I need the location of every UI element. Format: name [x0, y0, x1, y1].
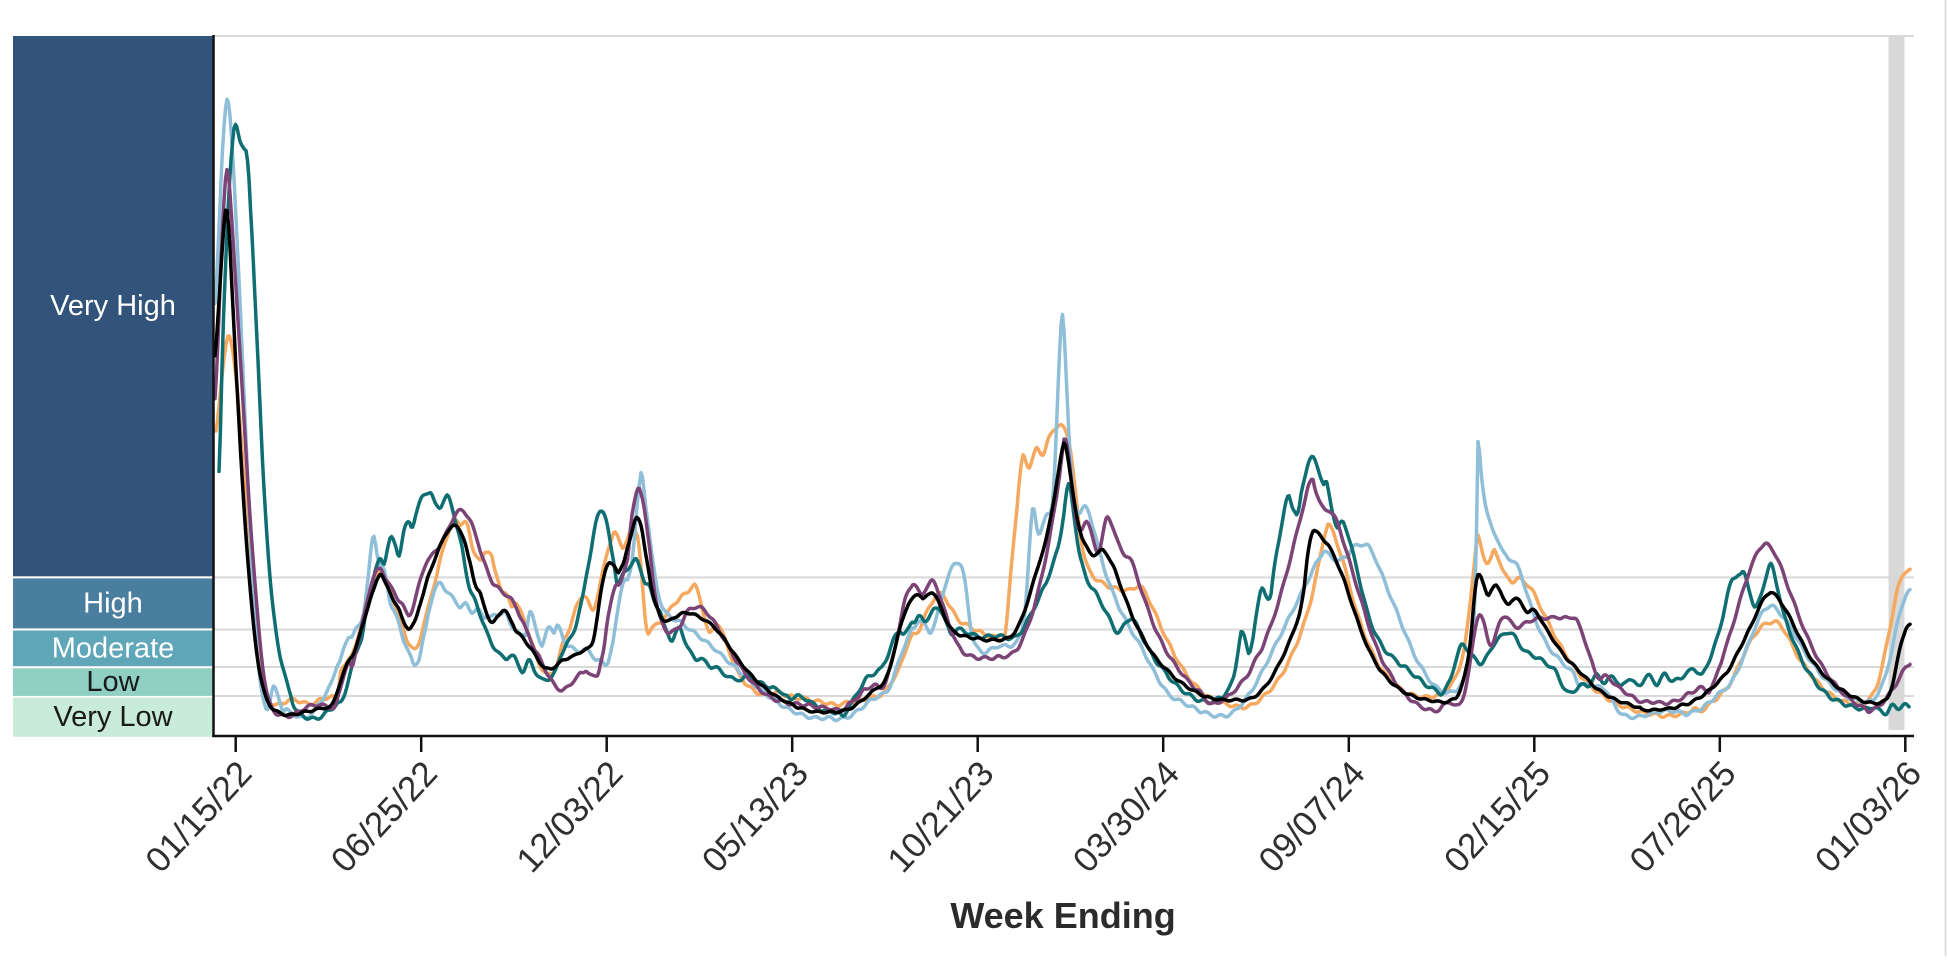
svg-text:High: High [83, 587, 143, 619]
svg-text:Moderate: Moderate [52, 632, 175, 664]
svg-text:Week Ending: Week Ending [950, 895, 1175, 936]
svg-text:Very Low: Very Low [53, 701, 173, 733]
svg-text:Low: Low [86, 666, 140, 698]
svg-text:Very High: Very High [50, 290, 176, 322]
